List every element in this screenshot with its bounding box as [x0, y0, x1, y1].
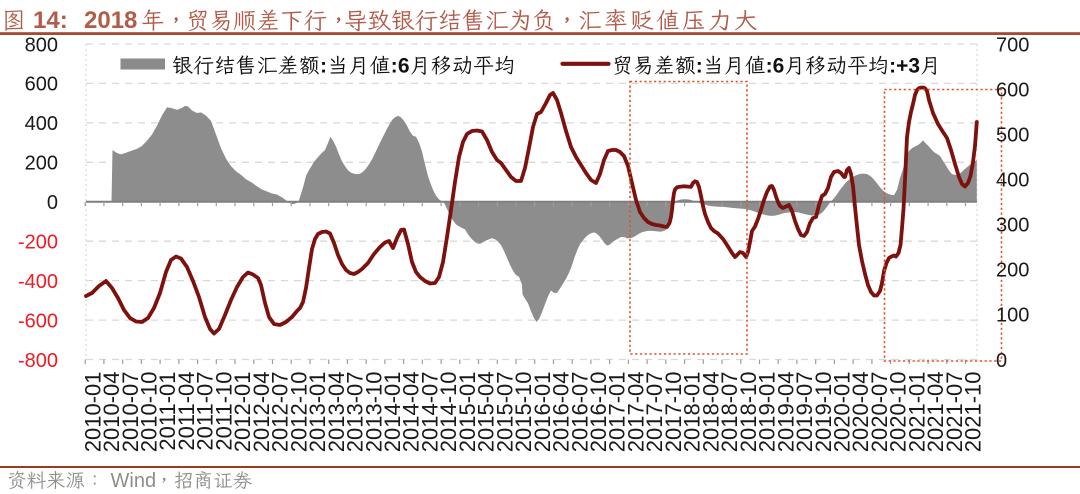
svg-text:2016-04: 2016-04	[549, 372, 574, 453]
svg-text:2010-07: 2010-07	[118, 372, 143, 453]
svg-text:2021-07: 2021-07	[942, 372, 967, 453]
svg-text:2018-01: 2018-01	[680, 372, 705, 453]
svg-text:2010-04: 2010-04	[99, 372, 124, 453]
svg-text:2021-10: 2021-10	[961, 372, 986, 453]
svg-text:2017-10: 2017-10	[661, 372, 686, 453]
svg-text:2010-01: 2010-01	[80, 372, 105, 453]
svg-text:300: 300	[996, 215, 1029, 237]
svg-text:2012-04: 2012-04	[249, 372, 274, 453]
svg-text:2013-10: 2013-10	[361, 372, 386, 453]
svg-text:2018-07: 2018-07	[717, 372, 742, 453]
svg-text:2015-04: 2015-04	[474, 372, 499, 453]
svg-text:600: 600	[996, 79, 1029, 101]
svg-text:2020-10: 2020-10	[886, 372, 911, 453]
svg-text:2012-07: 2012-07	[268, 372, 293, 453]
svg-text:2019-07: 2019-07	[792, 372, 817, 453]
svg-text:2012-01: 2012-01	[230, 372, 255, 453]
svg-text:500: 500	[996, 124, 1029, 146]
svg-text:2014-04: 2014-04	[399, 372, 424, 453]
svg-text:2017-04: 2017-04	[624, 372, 649, 453]
svg-text:200: 200	[996, 260, 1029, 282]
svg-text:2011-07: 2011-07	[193, 372, 218, 451]
svg-text:2021-04: 2021-04	[923, 372, 948, 453]
svg-text:-800: -800	[18, 350, 58, 372]
svg-text:2021-01: 2021-01	[904, 372, 929, 453]
svg-text:2013-07: 2013-07	[343, 372, 368, 453]
svg-text:2013-04: 2013-04	[324, 372, 349, 453]
svg-text:2012-10: 2012-10	[286, 372, 311, 453]
svg-text:2018-04: 2018-04	[698, 372, 723, 453]
svg-text:200: 200	[25, 153, 58, 175]
svg-text:400: 400	[25, 113, 58, 135]
svg-text:2020-04: 2020-04	[848, 372, 873, 453]
svg-text:-200: -200	[18, 232, 58, 254]
svg-text:2017-01: 2017-01	[605, 372, 630, 453]
svg-text:2011-01: 2011-01	[155, 372, 180, 451]
svg-text:2010-10: 2010-10	[137, 372, 162, 453]
svg-text:14:: 14:	[33, 7, 68, 34]
svg-text:2017-07: 2017-07	[642, 372, 667, 453]
svg-text:-400: -400	[18, 271, 58, 293]
svg-text:800: 800	[25, 34, 58, 56]
svg-text:400: 400	[996, 170, 1029, 192]
svg-text:2015-10: 2015-10	[511, 372, 536, 453]
svg-text:2019-01: 2019-01	[755, 372, 780, 453]
svg-text:2018: 2018	[84, 7, 137, 34]
svg-text:2016-07: 2016-07	[567, 372, 592, 453]
svg-text:100: 100	[996, 305, 1029, 327]
svg-text:-600: -600	[18, 310, 58, 332]
svg-text:2015-07: 2015-07	[492, 372, 517, 453]
svg-text:2019-10: 2019-10	[811, 372, 836, 453]
svg-text:600: 600	[25, 74, 58, 96]
svg-text:Wind: Wind	[111, 470, 157, 492]
svg-text:0: 0	[996, 350, 1007, 372]
svg-text:2016-01: 2016-01	[530, 372, 555, 453]
svg-text:2020-01: 2020-01	[830, 372, 855, 453]
svg-text:2015-01: 2015-01	[455, 372, 480, 453]
svg-text:0: 0	[47, 192, 58, 214]
svg-text:2014-07: 2014-07	[417, 372, 442, 453]
svg-text:2019-04: 2019-04	[773, 372, 798, 453]
svg-text:2011-10: 2011-10	[211, 372, 236, 451]
svg-text:700: 700	[996, 34, 1029, 56]
svg-text:2020-07: 2020-07	[867, 372, 892, 453]
svg-text:2013-01: 2013-01	[305, 372, 330, 453]
svg-text:2014-01: 2014-01	[380, 372, 405, 453]
svg-text:2014-10: 2014-10	[436, 372, 461, 453]
svg-text:2018-10: 2018-10	[736, 372, 761, 453]
svg-text:2011-04: 2011-04	[174, 372, 199, 451]
svg-text:2016-10: 2016-10	[586, 372, 611, 453]
